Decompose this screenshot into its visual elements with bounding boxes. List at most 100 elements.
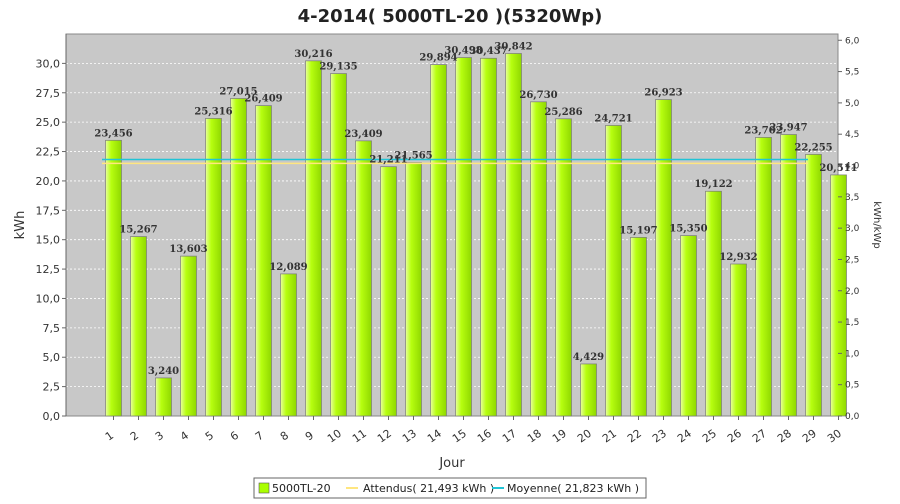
x-tick-label: 4 [178,429,191,444]
y-tick-label: 25,0 [36,116,61,129]
data-label: 26,923 [644,88,682,99]
x-tick-label: 13 [400,427,419,446]
y-tick-label: 27,5 [36,87,61,100]
y-axis-right: 0,0 0,5 1,0 1,5 2,0 2,5 3,0 3,5 4,0 4,5 5,0 5,5 6,0 [838,36,860,422]
y-right-tick-label: 4,0 [845,162,860,172]
y-axis-left: 0,0 2,5 5,0 7,5 10,0 12,5 15,0 17,5 20,0 22,5 25,0… [36,34,67,423]
bar [405,162,422,417]
data-label: 30,437 [469,46,507,57]
data-label: 29,135 [319,62,357,73]
data-label: 29,894 [419,53,457,64]
y-tick-label: 5,0 [43,351,61,364]
data-label: 23,702 [744,125,782,136]
data-label: 23,456 [94,128,132,139]
data-label: 30,216 [294,49,332,60]
bar [655,99,672,417]
data-label: 21,211 [369,155,407,166]
y-right-tick-label: 2,5 [845,255,859,265]
bar [755,137,772,417]
bar [630,237,647,417]
data-label: 15,197 [619,225,657,236]
bar [230,98,247,417]
bar [105,139,122,417]
data-label: 30,842 [494,41,532,52]
bar [805,154,822,417]
data-label: 27,015 [219,86,257,97]
data-labels: 23,456 15,267 3,240 13,603 25,316 27,01526,40… [94,41,857,376]
y-right-tick-label: 1,0 [845,349,860,359]
x-tick-label: 11 [350,427,369,446]
y-right-tick-label: 4,5 [845,130,859,140]
x-tick-label: 28 [775,427,794,446]
y-tick-label: 12,5 [36,263,61,276]
bar [180,255,197,417]
data-label: 15,267 [119,225,157,236]
bar [705,190,722,417]
legend-moyenne-label: Moyenne( 21,823 kWh ) [507,482,639,495]
y-right-tick-label: 1,5 [845,318,859,328]
bar [605,125,622,417]
x-tick-label: 29 [800,427,819,446]
x-tick-label: 21 [600,427,619,446]
y-tick-label: 17,5 [36,204,61,217]
x-tick-label: 15 [450,427,469,446]
y-tick-label: 20,0 [36,175,61,188]
y-axis-label: kWh [13,211,28,240]
x-tick-label: 7 [253,429,266,444]
x-tick-label: 12 [375,427,394,446]
bar [380,166,397,417]
x-tick-label: 27 [750,427,769,446]
y-right-tick-label: 2,0 [845,287,860,297]
x-tick-label: 19 [550,427,569,446]
y-tick-label: 30,0 [36,57,61,70]
data-label: 13,603 [169,244,207,255]
legend-series-label: 5000TL-20 [272,482,331,495]
data-label: 20,511 [819,163,857,174]
x-tick-label: 1 [103,429,116,444]
bar [155,377,172,417]
legend-attendus-label: Attendus( 21,493 kWh ) [363,482,494,495]
bar [430,64,447,417]
x-tick-label: 20 [575,427,594,446]
data-label: 26,730 [519,90,557,101]
bar [505,53,522,417]
bar [280,273,297,417]
data-label: 12,089 [269,262,307,273]
y-right-tick-label: 6,0 [845,36,860,46]
data-label: 15,350 [669,224,707,235]
x-axis-label: Jour [438,456,465,471]
bar [455,57,472,417]
x-tick-label: 16 [475,427,494,446]
x-tick-label: 26 [725,427,744,446]
y-tick-label: 2,5 [43,381,61,394]
bar [530,101,547,417]
data-label: 25,286 [544,107,582,118]
data-label: 22,255 [794,142,832,153]
y-tick-label: 22,5 [36,146,61,159]
data-label: 4,429 [573,352,604,363]
bar [480,57,497,417]
bar [730,263,747,417]
x-tick-label: 5 [203,429,216,444]
data-label: 26,409 [244,94,282,105]
x-axis: 1 2 3 4 5 6 7 8 9 10 11 12 13 14 15 16 17 18 19 20 21 22 23 24 2… [103,416,844,445]
x-tick-label: 22 [625,427,644,446]
data-label: 23,409 [344,129,382,140]
legend: 5000TL-20 Attendus( 21,493 kWh ) Moyenne… [253,477,647,499]
x-tick-label: 3 [153,429,166,444]
data-label: 23,947 [769,123,807,134]
y-right-tick-label: 3,5 [845,193,859,203]
y-axis-right-label: kWh/kWp [871,201,882,248]
y-tick-label: 15,0 [36,234,61,247]
x-tick-label: 23 [650,427,669,446]
x-tick-label: 14 [425,427,444,446]
bar [680,235,697,417]
x-tick-label: 25 [700,427,719,446]
data-label: 12,932 [719,252,757,263]
x-tick-label: 9 [303,429,316,444]
chart-title: 4-2014( 5000TL-20 )(5320Wp) [298,6,603,27]
y-tick-label: 0,0 [43,410,61,423]
y-tick-label: 10,0 [36,292,61,305]
x-tick-label: 30 [825,427,844,446]
bar [330,73,347,417]
